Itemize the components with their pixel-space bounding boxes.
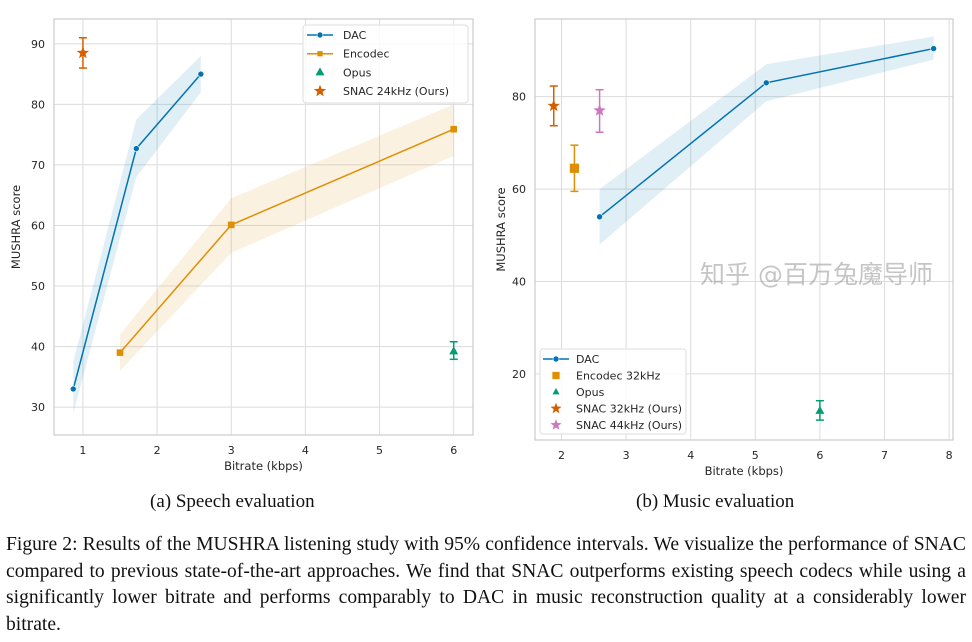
watermark: 知乎 @百万兔魔导师 bbox=[700, 260, 933, 289]
plot-frame bbox=[53, 18, 474, 436]
legend-label: DAC bbox=[576, 353, 600, 366]
x-tick-label: 3 bbox=[623, 449, 630, 462]
x-tick-label: 2 bbox=[154, 444, 161, 457]
legend-marker bbox=[552, 355, 560, 363]
legend: DAC Encodec Opus SNAC 24kHz (Ours) bbox=[302, 24, 469, 104]
x-tick-label: 2 bbox=[558, 449, 565, 462]
legend-marker bbox=[317, 51, 323, 57]
dac-point bbox=[133, 145, 140, 152]
y-tick-label: 90 bbox=[31, 38, 45, 51]
subcaption-speech: (a) Speech evaluation bbox=[150, 491, 315, 512]
opus-point bbox=[449, 346, 459, 355]
dac-confidence-band bbox=[599, 36, 934, 245]
legend-marker bbox=[550, 419, 562, 430]
dac-point bbox=[762, 79, 770, 87]
y-tick-label: 60 bbox=[31, 219, 45, 232]
x-tick-label: 1 bbox=[79, 444, 86, 457]
snac-44khz-ours-point bbox=[593, 104, 606, 116]
dac-confidence-band bbox=[73, 55, 201, 414]
y-tick-label: 70 bbox=[31, 159, 45, 172]
y-tick-label: 60 bbox=[512, 183, 526, 196]
encodec-point bbox=[450, 125, 458, 133]
y-tick-label: 40 bbox=[31, 341, 45, 354]
legend-label: DAC bbox=[343, 29, 367, 42]
x-axis-label: Bitrate (kbps) bbox=[705, 464, 784, 478]
legend-marker bbox=[313, 84, 327, 97]
x-tick-label: 5 bbox=[752, 449, 759, 462]
figure-charts: 1 2 3 4 5 6 30 40 50 60 70 80 90 Bitrate (kbps) MUSHRA… bbox=[9, 18, 954, 478]
x-tick-label: 8 bbox=[946, 449, 953, 462]
x-tick-label: 5 bbox=[376, 444, 383, 457]
legend-label: Encodec 32kHz bbox=[576, 370, 661, 383]
encodec-32khz-point bbox=[569, 163, 580, 173]
y-tick-label: 30 bbox=[31, 401, 45, 414]
legend-label: SNAC 44kHz (Ours) bbox=[576, 419, 682, 432]
legend-marker bbox=[316, 31, 324, 39]
legend-label: Opus bbox=[343, 66, 372, 79]
legend-marker bbox=[552, 388, 560, 395]
y-axis-label: MUSHRA score bbox=[494, 187, 508, 271]
plot-frame bbox=[534, 18, 954, 441]
legend-label: SNAC 32kHz (Ours) bbox=[576, 403, 682, 416]
legend-box bbox=[302, 24, 469, 104]
subcaption-music: (b) Music evaluation bbox=[636, 491, 795, 512]
y-tick-label: 20 bbox=[512, 368, 526, 381]
y-tick-label: 80 bbox=[31, 98, 45, 111]
chart-speech: 1 2 3 4 5 6 30 40 50 60 70 80 90 Bitrate (kbps) MUSHRA… bbox=[9, 18, 474, 473]
legend-label: SNAC 24kHz (Ours) bbox=[343, 85, 449, 98]
snac-32khz-ours-point bbox=[547, 99, 560, 112]
y-tick-label: 80 bbox=[512, 91, 526, 104]
legend: DAC Encodec 32kHz Opus SNAC 32kHz (Ours) SNA… bbox=[539, 348, 687, 435]
x-tick-label: 3 bbox=[228, 444, 235, 457]
y-tick-label: 50 bbox=[31, 280, 45, 293]
snac-24khz-ours-point bbox=[76, 46, 90, 59]
legend-box bbox=[539, 348, 687, 435]
x-tick-label: 4 bbox=[302, 444, 309, 457]
opus-point bbox=[815, 405, 825, 414]
dac-point bbox=[197, 70, 205, 78]
encodec-confidence-band bbox=[120, 104, 454, 371]
legend-marker bbox=[315, 67, 325, 76]
dac-point bbox=[596, 213, 603, 221]
chart-music: 2 3 4 5 6 7 8 20 40 60 80 Bitrate (kbps) MUSHRA scor… bbox=[494, 18, 954, 478]
legend-label: Opus bbox=[576, 386, 605, 399]
legend-marker bbox=[552, 371, 560, 380]
legend-marker bbox=[550, 402, 562, 414]
y-axis-label: MUSHRA score bbox=[9, 185, 23, 269]
dac-point bbox=[69, 385, 77, 393]
x-tick-label: 6 bbox=[816, 449, 823, 462]
x-axis-label: Bitrate (kbps) bbox=[224, 459, 303, 473]
encodec-point bbox=[116, 349, 124, 356]
legend-label: Encodec bbox=[343, 48, 390, 61]
x-tick-label: 6 bbox=[450, 444, 457, 457]
figure-caption: Figure 2: Results of the MUSHRA listenin… bbox=[6, 534, 966, 635]
encodec-point bbox=[227, 221, 235, 229]
x-tick-label: 4 bbox=[687, 449, 694, 462]
x-tick-label: 7 bbox=[881, 449, 888, 462]
y-tick-label: 40 bbox=[512, 275, 526, 288]
dac-point bbox=[930, 45, 937, 52]
